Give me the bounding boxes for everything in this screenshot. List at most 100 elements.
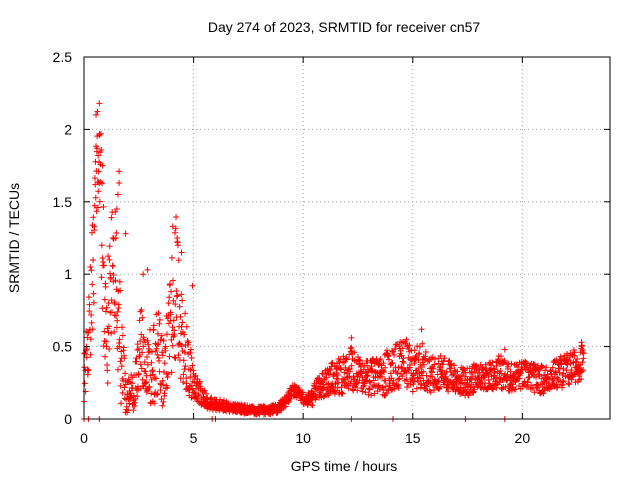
data-point [411,377,418,384]
data-point [168,288,175,295]
data-point [533,374,540,381]
data-point [164,331,171,338]
data-point [172,225,179,232]
data-point [341,369,348,376]
data-point [98,274,105,281]
data-point [579,342,586,349]
data-point [99,255,106,262]
data-point [490,365,497,372]
data-point [395,364,402,371]
data-point [348,378,355,385]
data-point [89,281,96,288]
data-point [563,351,570,358]
data-point [579,347,586,354]
data-point [136,345,143,352]
data-point [171,332,178,339]
data-point [160,381,167,388]
data-point [385,356,392,363]
data-point [350,375,357,382]
x-tick-labels: 0 5 10 15 20 [80,430,530,446]
data-point [485,377,492,384]
data-point [111,328,118,335]
data-point [151,400,158,407]
data-point [104,362,111,369]
data-point [403,376,410,383]
data-point [133,358,140,365]
y-tick-label: 1.5 [53,194,73,210]
data-point [136,317,143,324]
data-point [353,380,360,387]
data-point [181,349,188,356]
data-point [538,362,545,369]
data-point [117,358,124,365]
data-point [198,401,205,408]
data-point [571,349,578,356]
data-point [366,378,373,385]
data-point [380,360,387,367]
data-point [84,371,91,378]
y-tick-label: 0.5 [53,339,73,355]
data-point [81,380,88,387]
data-point [100,203,107,210]
data-point [399,373,406,380]
data-point [161,390,168,397]
data-point [148,390,155,397]
data-point [390,367,397,374]
data-point [178,249,185,256]
data-point [338,389,345,396]
data-point [377,356,384,363]
data-point [334,371,341,378]
data-point [147,372,154,379]
data-point [172,301,179,308]
data-point [116,179,123,186]
data-point [165,300,172,307]
data-point [579,359,586,366]
data-point [399,345,406,352]
data-point [84,334,91,341]
data-point [580,367,587,374]
data-point [158,332,165,339]
data-point [140,336,147,343]
data-point [130,392,137,399]
data-point [531,389,538,396]
data-point [187,366,194,373]
data-point [473,362,480,369]
data-point [114,317,121,324]
data-point [490,386,497,393]
data-point [394,370,401,377]
data-point [100,342,107,349]
data-point [102,308,109,315]
data-point [105,300,112,307]
data-point [176,303,183,310]
data-point [488,362,495,369]
data-point [165,371,172,378]
data-points [81,100,587,422]
data-point [102,283,109,290]
data-point [125,407,132,414]
data-point [526,373,533,380]
data-point [93,111,100,118]
data-point [379,384,386,391]
data-point [97,179,104,186]
data-point [121,395,128,402]
data-point [427,389,434,396]
data-point [144,361,151,368]
data-point [414,343,421,350]
data-point [114,191,121,198]
data-point [462,373,469,380]
data-point [367,379,374,386]
data-point [543,364,550,371]
data-point [486,380,493,387]
data-point [86,308,93,315]
data-point [337,366,344,373]
data-point [194,398,201,405]
data-point [137,361,144,368]
x-tick-label: 15 [405,430,421,446]
data-point [164,384,171,391]
data-point [431,386,438,393]
data-point [363,373,370,380]
data-point [148,348,155,355]
data-point [84,366,91,373]
data-point [174,292,181,299]
data-point [407,361,414,368]
